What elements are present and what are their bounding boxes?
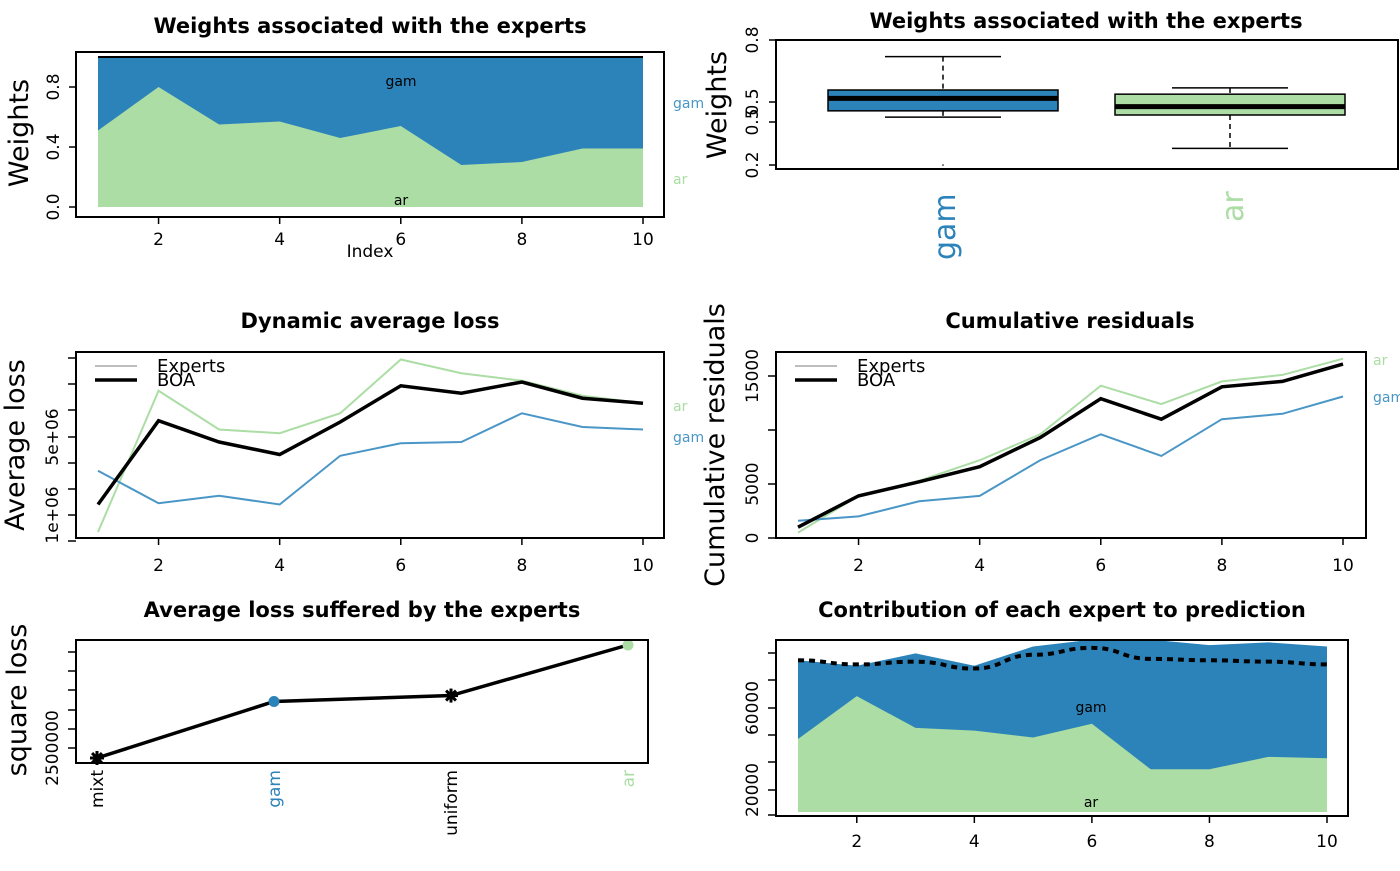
dynamic-loss-ylabel: Average loss <box>0 359 31 531</box>
contribution-panel: Contribution of each expert to predictio… <box>743 598 1349 852</box>
weights-area-right-ar: ar <box>673 172 688 188</box>
y-tick-label: 15000 <box>743 349 763 403</box>
legend2-boa-label: BOA <box>857 370 896 391</box>
x-tick-label: 10 <box>1332 556 1354 576</box>
x-tick-label: 2 <box>851 832 862 852</box>
x-category-label: ar <box>619 770 639 787</box>
star-stroke <box>444 689 458 702</box>
weights-box-frame <box>775 39 1399 170</box>
x-tick-label: 4 <box>274 556 285 576</box>
x-tick-label: 6 <box>1086 832 1097 852</box>
avg-loss-experts-ylabel: square loss <box>2 624 33 777</box>
dot-marker <box>622 639 634 651</box>
x-tick-label: 6 <box>395 230 406 250</box>
weights-area-panel: Weights associated with the experts 2 4 6 8… <box>4 14 704 262</box>
cumulative-residuals-frame <box>775 351 1367 539</box>
ar-area <box>798 696 1327 812</box>
series-ar-line <box>97 358 644 533</box>
dynamic-loss-frame <box>75 351 665 539</box>
star-marker <box>444 688 458 703</box>
weights-area-label-ar: ar <box>394 193 409 209</box>
y-tick-label: 0.5 <box>743 108 763 135</box>
y-tick-label: 0 <box>743 533 763 544</box>
weights-area-label-gam: gam <box>385 74 416 90</box>
contribution-frame <box>775 639 1349 817</box>
x-tick-label: 10 <box>632 230 654 250</box>
legend-boa-label: BOA <box>157 370 196 391</box>
dynamic-loss-panel: Dynamic average loss 2 4 6 8 10 1e+06 5e+06 A… <box>0 309 704 576</box>
y-tick-label: 60000 <box>743 681 763 735</box>
weights-area-xlabel: Index <box>347 242 394 262</box>
y-tick-label: 5000 <box>743 462 763 505</box>
contribution-label-gam: gam <box>1075 700 1106 716</box>
legend-experts-label: Experts <box>157 356 225 377</box>
x-tick-label: 6 <box>395 556 406 576</box>
y-tick-label: 0.8 <box>44 73 64 100</box>
x-category-label: gam <box>265 770 285 808</box>
weights-box-title: Weights associated with the experts <box>869 9 1302 33</box>
dynamic-loss-right-gam: gam <box>673 430 704 446</box>
weights-box-ylabel: Weights <box>702 51 733 159</box>
cumulative-residuals-right-ar: ar <box>1373 353 1388 369</box>
x-tick-label: 4 <box>974 556 985 576</box>
x-category-label: mixt <box>88 770 108 808</box>
ar-area <box>98 87 643 207</box>
cumulative-residuals-right-gam: gam <box>1373 390 1400 406</box>
outlier-point <box>942 164 944 166</box>
weights-area-right-gam: gam <box>673 96 704 112</box>
x-tick-label: 8 <box>1204 832 1215 852</box>
loss-line <box>96 643 629 760</box>
box-xlabel-gam: gam <box>928 193 963 260</box>
y-tick-label: 0.5 <box>743 88 763 115</box>
weights-area-title: Weights associated with the experts <box>153 14 586 38</box>
x-tick-label: 2 <box>153 230 164 250</box>
x-tick-label: 10 <box>1316 832 1338 852</box>
x-tick-label: 6 <box>1095 556 1106 576</box>
series-gam-line <box>797 395 1344 522</box>
x-tick-label: 8 <box>516 556 527 576</box>
dot-marker <box>268 696 280 707</box>
weights-area-frame <box>75 51 665 218</box>
y-tick-label: 0.8 <box>743 26 763 53</box>
dynamic-loss-title: Dynamic average loss <box>241 309 500 333</box>
y-tick-label: 0.4 <box>44 133 64 160</box>
contribution-title: Contribution of each expert to predictio… <box>818 598 1306 622</box>
cumulative-residuals-ylabel: Cumulative residuals <box>700 303 731 587</box>
total-prediction-dashed <box>797 645 1328 671</box>
avg-loss-experts-title: Average loss suffered by the experts <box>144 598 581 622</box>
weights-box-panel: Weights associated with the experts 0.2 0… <box>702 9 1399 260</box>
series-boa-line <box>96 380 644 506</box>
legend2-experts-label: Experts <box>857 356 925 377</box>
y-tick-label: 0.2 <box>743 151 763 178</box>
y-tick-label: 5e+06 <box>43 408 63 465</box>
y-tick-label: 0.0 <box>44 193 64 220</box>
x-tick-label: 4 <box>969 832 980 852</box>
series-boa-line <box>797 362 1344 529</box>
avg-loss-experts-frame <box>75 639 649 764</box>
cumulative-residuals-panel: Cumulative residuals 2 4 6 8 10 0 5000 15000 C… <box>700 303 1400 587</box>
y-tick-label: 1e+06 <box>43 486 63 543</box>
y-tick-label: 20000 <box>743 763 763 817</box>
star-stroke <box>90 751 104 765</box>
avg-loss-experts-panel: Average loss suffered by the experts 250… <box>2 598 649 836</box>
weights-area-ylabel: Weights <box>4 79 35 187</box>
x-tick-label: 10 <box>632 556 654 576</box>
x-tick-label: 2 <box>853 556 864 576</box>
x-tick-label: 2 <box>153 556 164 576</box>
contribution-label-ar: ar <box>1084 795 1099 811</box>
x-tick-label: 8 <box>1216 556 1227 576</box>
dynamic-loss-right-ar: ar <box>673 399 688 415</box>
x-tick-label: 4 <box>274 230 285 250</box>
cumulative-residuals-title: Cumulative residuals <box>945 309 1194 333</box>
series-gam-line <box>97 412 644 506</box>
x-category-label: uniform <box>442 770 462 836</box>
box-xlabel-ar: ar <box>1216 191 1251 222</box>
x-tick-label: 8 <box>516 230 527 250</box>
y-tick-label: 2500000 <box>43 710 63 786</box>
